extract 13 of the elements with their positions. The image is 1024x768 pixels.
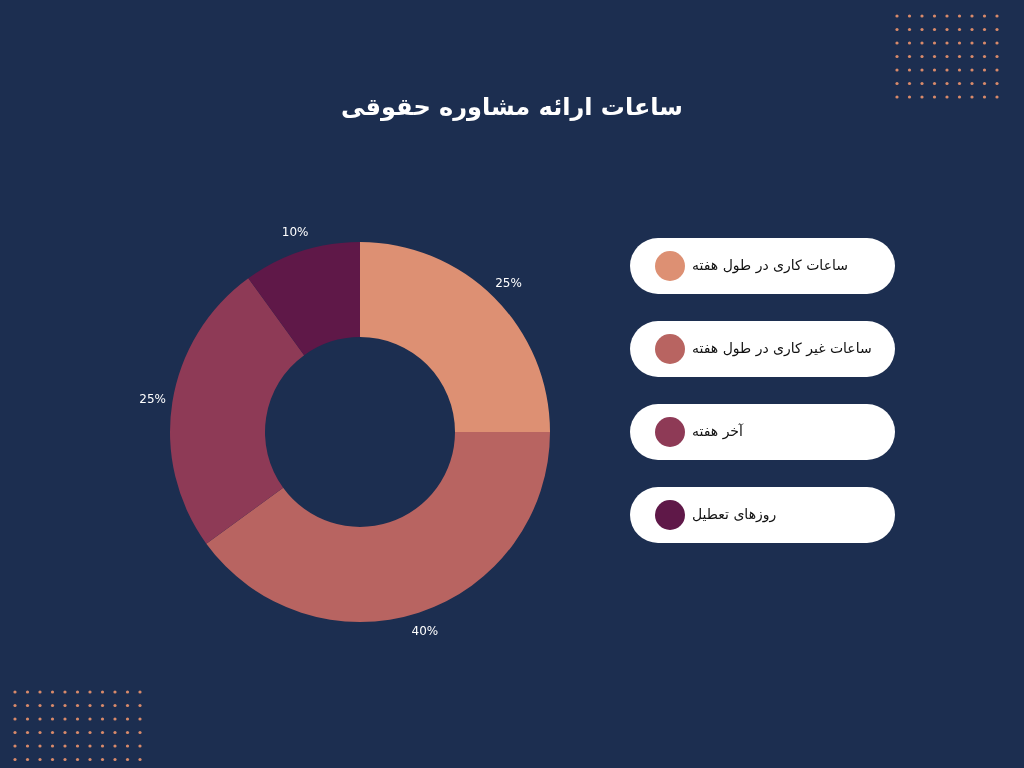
data-label: 10%	[281, 224, 309, 239]
donut-slice	[360, 242, 550, 432]
data-label: 25%	[495, 276, 522, 291]
legend-label: ساعات کاری در طول هفته	[692, 257, 848, 274]
legend-label: آخر هفته	[692, 423, 745, 440]
donut-slice	[248, 242, 360, 356]
donut-slice	[170, 278, 305, 544]
legend-label: ساعات غیر کاری در طول هفته	[692, 340, 872, 357]
chart-title: ساعات ارائه مشاوره حقوقی	[341, 93, 683, 121]
donut-slice	[206, 432, 550, 622]
data-label: 25%	[139, 391, 166, 406]
data-label: 40%	[411, 624, 439, 639]
legend-label: روزهای تعطیل	[692, 506, 777, 523]
